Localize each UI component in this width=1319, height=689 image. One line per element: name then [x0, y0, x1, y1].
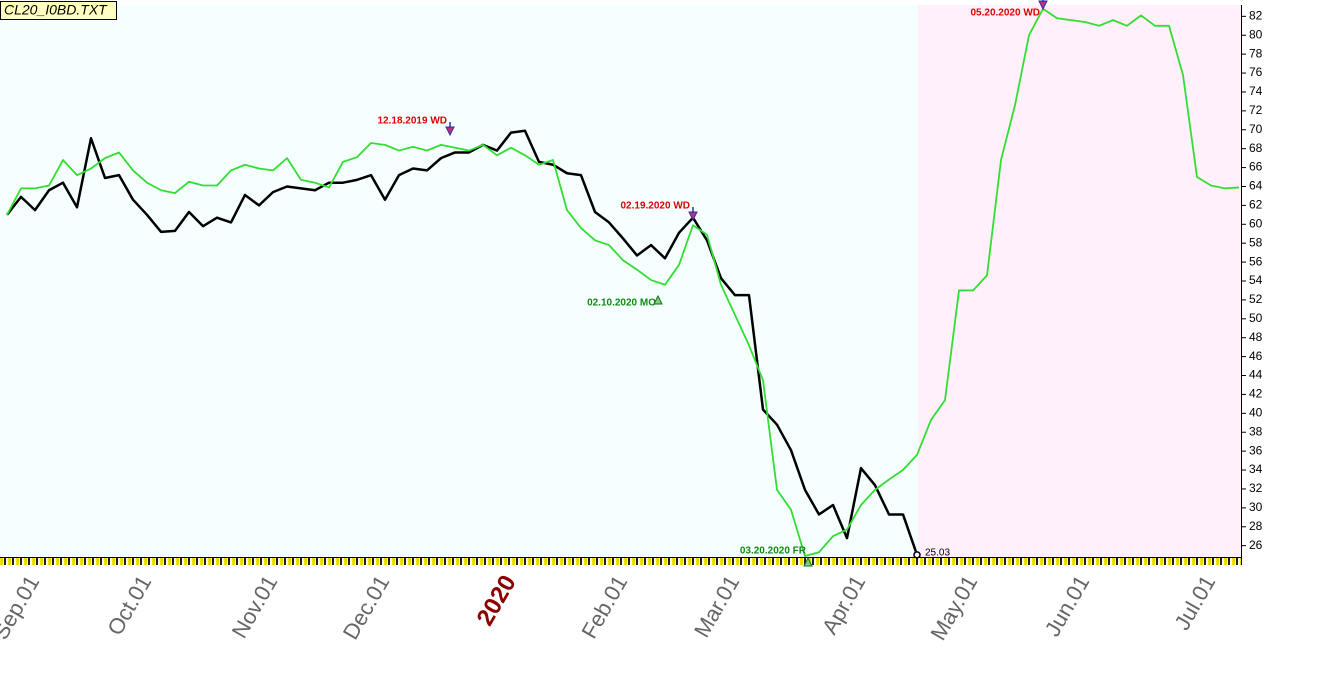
x-tick-label: Jun.01: [1040, 571, 1095, 641]
y-tick-label: 34: [1249, 462, 1263, 476]
annotation: 12.18.2019 WD: [378, 116, 448, 127]
date-ruler: [0, 558, 1241, 565]
y-tick-label: 44: [1249, 368, 1263, 382]
x-tick-label: Feb.01: [576, 571, 632, 643]
y-tick-label: 62: [1249, 198, 1263, 212]
y-tick-label: 80: [1249, 27, 1263, 41]
y-tick-label: 82: [1249, 9, 1263, 23]
annotation: 03.20.2020 FR: [740, 546, 807, 557]
series-line: [6, 7, 1240, 557]
y-tick-label: 46: [1249, 349, 1263, 363]
y-tick-label: 64: [1249, 179, 1263, 193]
annotation: 02.19.2020 WD: [621, 201, 691, 212]
y-tick-label: 42: [1249, 387, 1263, 401]
x-tick-label: Dec.01: [338, 571, 395, 644]
y-tick-label: 72: [1249, 103, 1263, 117]
highlight-region: [918, 5, 1241, 558]
x-tick-label: 2020: [472, 571, 522, 631]
title-box: CL20_I0BD.TXT: [0, 1, 117, 20]
y-tick-label: 26: [1249, 538, 1263, 552]
y-tick-label: 58: [1249, 235, 1263, 249]
y-tick-label: 54: [1249, 273, 1263, 287]
y-tick-label: 36: [1249, 443, 1263, 457]
y-tick-label: 60: [1249, 216, 1263, 230]
y-tick-label: 48: [1249, 330, 1263, 344]
y-tick-label: 28: [1249, 519, 1263, 533]
low-marker: [653, 294, 663, 305]
low-marker: [803, 556, 813, 567]
y-tick-label: 66: [1249, 160, 1263, 174]
x-tick-label: Oct.01: [102, 571, 156, 640]
x-tick-label: Apr.01: [817, 571, 870, 639]
last-value-label: 25.03: [925, 547, 950, 558]
y-tick-label: 56: [1249, 254, 1263, 268]
x-tick-label: Nov.01: [227, 571, 283, 642]
y-tick-label: 40: [1249, 406, 1263, 420]
last-point: [913, 551, 921, 559]
series-line: [6, 129, 919, 556]
title-frame: [0, 1, 117, 20]
x-tick-label: Sep.01: [0, 571, 44, 644]
x-tick-label: Jul.01: [1169, 571, 1220, 634]
y-tick-label: 50: [1249, 311, 1263, 325]
annotation: 02.10.2020 MO: [587, 298, 656, 309]
annotation: 05.20.2020 WD: [971, 8, 1041, 19]
y-tick-label: 52: [1249, 292, 1263, 306]
y-tick-label: 76: [1249, 65, 1263, 79]
plot-background: [0, 5, 918, 558]
y-tick-label: 74: [1249, 84, 1263, 98]
y-tick-label: 30: [1249, 500, 1263, 514]
x-tick-label: Mar.01: [689, 571, 744, 642]
y-tick-label: 32: [1249, 481, 1263, 495]
x-tick-label: May.01: [925, 571, 982, 645]
y-tick-label: 38: [1249, 424, 1263, 438]
y-tick-label: 78: [1249, 46, 1263, 60]
chart-title: CL20_I0BD.TXT: [4, 2, 108, 18]
y-tick-label: 70: [1249, 122, 1263, 136]
y-tick-label: 68: [1249, 141, 1263, 155]
